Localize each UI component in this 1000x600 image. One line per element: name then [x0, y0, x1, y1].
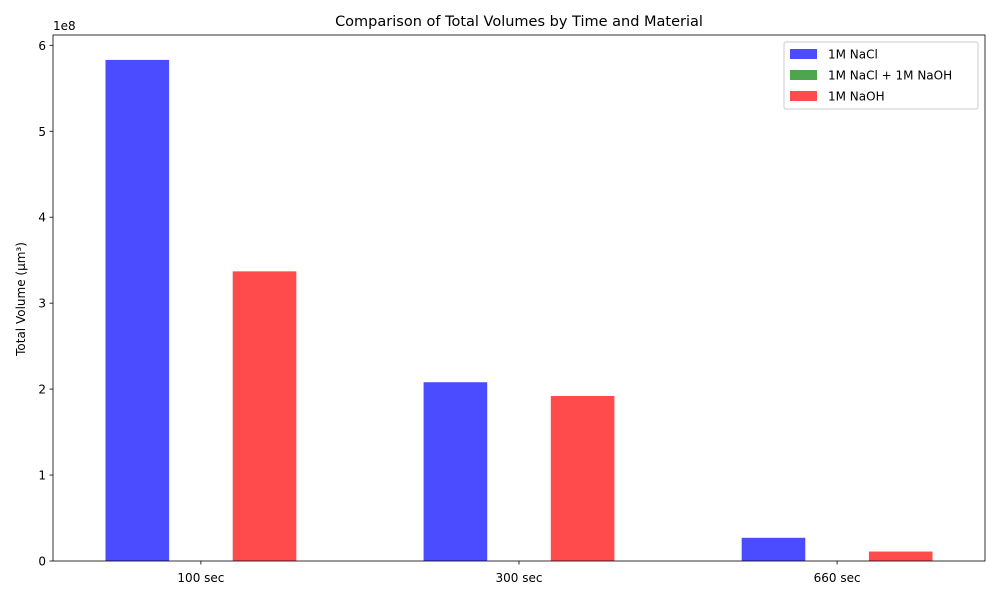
- x-tick-label: 300 sec: [496, 571, 543, 585]
- legend-swatch-1: [790, 70, 817, 80]
- y-tick-label: 1: [38, 469, 46, 483]
- bars-group: [105, 59, 933, 561]
- axes-group: 0 1 2 3 4 5 6 100 sec 300 sec 660 sec: [38, 34, 986, 585]
- y-tick-label: 0: [38, 555, 46, 569]
- y-tick-label: 4: [38, 211, 46, 225]
- x-tick-label: 660 sec: [814, 571, 861, 585]
- legend-label-1: 1M NaCl + 1M NaOH: [828, 69, 952, 83]
- legend-swatch-0: [790, 49, 817, 59]
- bar-1m-nacl-0: [105, 59, 170, 561]
- legend: 1M NaCl 1M NaCl + 1M NaOH 1M NaOH: [783, 41, 979, 110]
- bar-1m-naoh-2: [868, 551, 933, 561]
- legend-label-0: 1M NaCl: [828, 48, 878, 62]
- y-tick-label: 6: [38, 39, 46, 53]
- bar-1m-naoh-1: [550, 395, 615, 561]
- y-scale-label: 1e8: [53, 19, 76, 33]
- bar-1m-naoh-0: [232, 271, 297, 561]
- bar-1m-nacl-2: [741, 537, 806, 561]
- y-axis-label: Total Volume (µm³): [14, 242, 28, 357]
- legend-label-2: 1M NaOH: [828, 90, 885, 104]
- y-tick-label: 2: [38, 383, 46, 397]
- y-tick-label: 3: [38, 297, 46, 311]
- x-tick-label: 100 sec: [177, 571, 224, 585]
- legend-swatch-2: [790, 91, 817, 101]
- chart-title: Comparison of Total Volumes by Time and …: [335, 14, 703, 30]
- plot-frame: [52, 34, 986, 562]
- y-tick-label: 5: [38, 125, 46, 139]
- bar-1m-nacl-1: [423, 382, 488, 561]
- legend-box: [783, 41, 979, 110]
